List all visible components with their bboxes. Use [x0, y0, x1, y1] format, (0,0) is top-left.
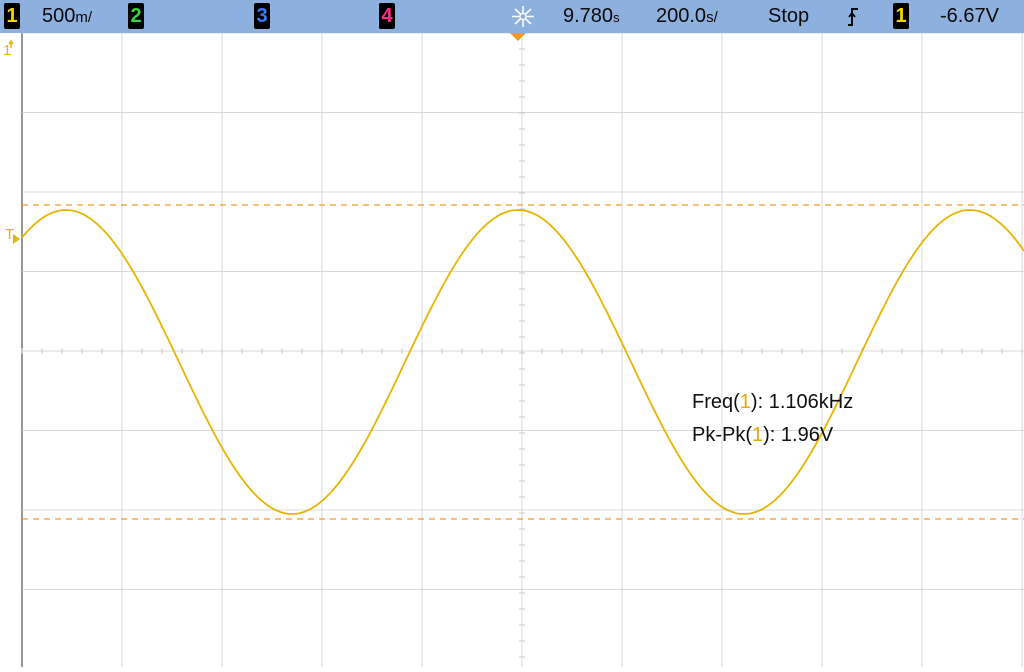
rising-edge-icon: [845, 0, 861, 33]
pk-pk-measurement[interactable]: Pk-Pk(1): 1.96V: [692, 424, 833, 447]
trigger-position-marker: [510, 33, 526, 41]
waveform-graticule: 1 T: [3, 32, 1024, 667]
graticule-grid: [21, 32, 1024, 667]
pk-pk-sep: ):: [763, 424, 781, 446]
channel-1-indicator[interactable]: 1: [4, 3, 20, 29]
channel-3-indicator[interactable]: 3: [254, 3, 270, 29]
frequency-value: 1.106kHz: [768, 391, 854, 413]
trigger-delay-value: 9.780: [563, 5, 614, 27]
pk-pk-value: 1.96V: [780, 424, 834, 446]
channel-4-indicator[interactable]: 4: [379, 3, 395, 29]
time-scale[interactable]: 200.0s/: [656, 0, 718, 33]
trigger-level-marker[interactable]: T: [5, 226, 20, 244]
frequency-sep: ):: [750, 391, 769, 413]
channel-1-scale[interactable]: 500m/: [42, 0, 92, 33]
frequency-measurement[interactable]: Freq(1): 1.106kHz: [692, 391, 853, 414]
trigger-level[interactable]: -6.67V: [940, 5, 999, 27]
time-scale-value: 200.0: [656, 5, 707, 27]
channel-1-scale-unit: m/: [75, 9, 93, 26]
frequency-label: Freq(: [692, 391, 740, 413]
pk-pk-label: Pk-Pk(: [692, 424, 752, 446]
run-state[interactable]: Stop: [768, 5, 810, 27]
channel-1-ground-label: 1: [3, 42, 11, 59]
trigger-source[interactable]: 1: [893, 3, 909, 29]
trigger-delay-unit: s: [613, 10, 620, 25]
channel-1-scale-value: 500: [42, 5, 76, 27]
pk-pk-channel: 1: [752, 424, 764, 446]
channel-1-ground-marker[interactable]: 1: [3, 39, 14, 59]
frequency-channel: 1: [739, 391, 751, 413]
channel-1-waveform: [21, 209, 1024, 515]
waveform-display[interactable]: 1 T Freq(1): 1.106kHz Pk-Pk(1): 1.96V: [0, 32, 1024, 667]
delay-icon: [508, 0, 538, 33]
channel-2-indicator[interactable]: 2: [128, 3, 144, 29]
trigger-level-label: T: [5, 226, 14, 243]
time-scale-unit: s/: [706, 9, 718, 26]
trigger-delay[interactable]: 9.780s: [563, 0, 620, 33]
status-bar: 1 500m/ 2 3 4 9.780s 200.0s/ Stop 1 -6.6…: [0, 0, 1024, 33]
